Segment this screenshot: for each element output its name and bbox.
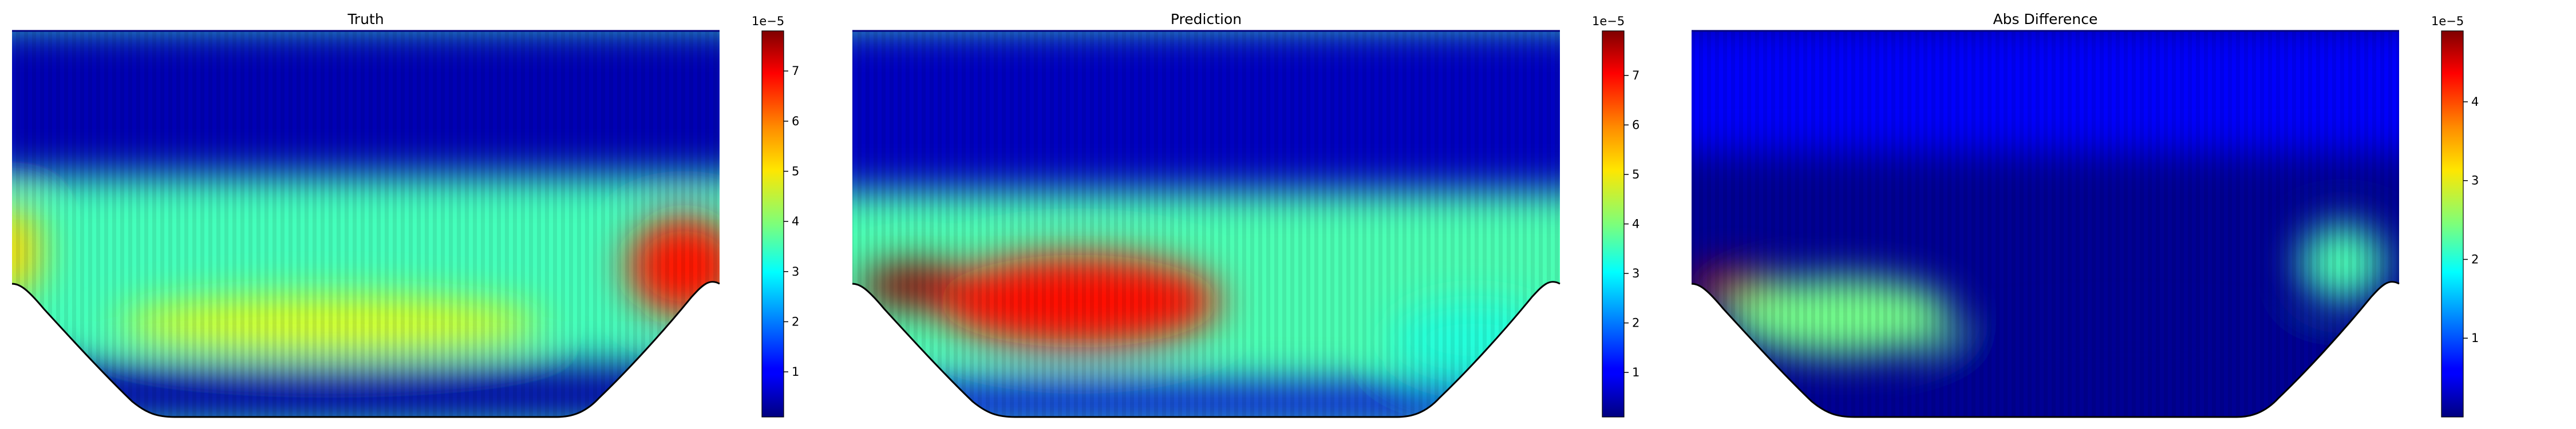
colorbar-tick-label: 6 xyxy=(1632,118,1639,132)
colorbar-tick-label: 7 xyxy=(1632,69,1639,82)
colorbar xyxy=(761,30,784,418)
colorbar-tick-label: 6 xyxy=(792,114,799,128)
colorbar-tick-label: 5 xyxy=(1632,168,1639,181)
colorbar-tick-label: 2 xyxy=(1632,316,1639,330)
colorbar-tick-label: 2 xyxy=(792,315,799,328)
colorbar-tick-label: 4 xyxy=(2471,95,2479,109)
colorbar-tick-label: 1 xyxy=(792,365,799,379)
subplot-title: Prediction xyxy=(1171,11,1242,27)
colorbar-tick-label: 1 xyxy=(1632,366,1639,379)
colorbar-tick-label: 3 xyxy=(792,265,799,279)
field-texture xyxy=(852,31,1560,417)
bottom-boundary xyxy=(852,281,1560,418)
heatmap-field xyxy=(852,31,1560,417)
heatmap-field xyxy=(12,31,720,417)
field-texture xyxy=(1692,31,2399,417)
bottom-boundary xyxy=(1691,281,2400,418)
colorbar xyxy=(1602,30,1625,418)
colorbar-tick-label: 3 xyxy=(1632,267,1639,280)
colorbar-offset-label: 1e−5 xyxy=(2431,14,2464,28)
bottom-boundary xyxy=(11,281,720,418)
heatmap-field xyxy=(1692,31,2399,417)
colorbar-tick-label: 2 xyxy=(2471,252,2479,266)
field-texture xyxy=(12,31,720,417)
colorbar-tick-label: 1 xyxy=(2471,331,2479,345)
colorbar-offset-label: 1e−5 xyxy=(1592,14,1625,28)
colorbar-tick-label: 4 xyxy=(1632,217,1639,231)
subplot-3: Abs Difference 1e−5 1 2 3 4 xyxy=(1691,11,2479,418)
subplot-2: Prediction 1e−5 1 2 3 4 5 6 7 xyxy=(852,11,1639,418)
colorbar-tick-label: 4 xyxy=(792,214,799,228)
subplot-1: Truth 1e−5 1 2 3 4 5 6 7 xyxy=(11,11,799,418)
colorbar xyxy=(2441,30,2464,418)
subplot-title: Truth xyxy=(347,11,384,27)
colorbar-tick-label: 3 xyxy=(2471,174,2479,188)
colorbar-offset-label: 1e−5 xyxy=(752,14,784,28)
colorbar-tick-label: 5 xyxy=(792,164,799,178)
colorbar-tick-label: 7 xyxy=(792,64,799,78)
subplot-title: Abs Difference xyxy=(1993,11,2098,27)
